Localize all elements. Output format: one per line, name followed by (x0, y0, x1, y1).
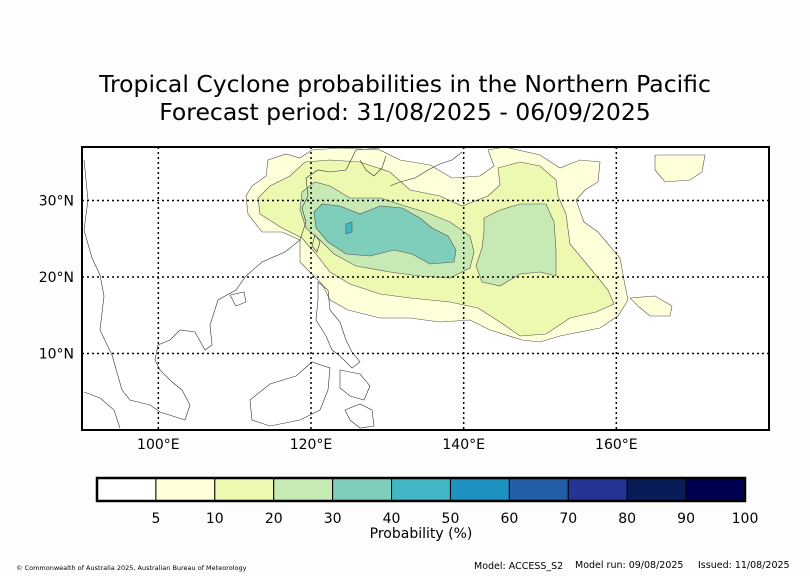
coastline-japan (389, 151, 463, 187)
colorbar-frame (95, 476, 747, 503)
coastline-hainan (229, 291, 247, 307)
coastline-sumatra (83, 391, 121, 429)
colorbar-bin (508, 477, 569, 502)
coastline-taiwan (311, 234, 321, 253)
model-run-text: Model run: 09/08/2025 (575, 560, 684, 571)
coastline-mindanao (339, 369, 371, 401)
colorbar-tick-label: 90 (677, 511, 695, 527)
coastline-sulawesi (344, 403, 375, 429)
coastlines (83, 147, 463, 429)
contour-5-10-east2 (629, 295, 673, 317)
colorbar-tick-label: 100 (732, 511, 759, 527)
colorbar-bin (449, 477, 510, 502)
copyright-text: © Commonwealth of Australia 2025, Austra… (16, 564, 247, 572)
colorbar-bin (214, 477, 275, 502)
colorbar-bin (332, 477, 393, 502)
title-line-2: Forecast period: 31/08/2025 - 06/09/2025 (159, 98, 651, 126)
coastline-asia-mainland (83, 147, 381, 421)
colorbar-tick-label: 20 (265, 511, 283, 527)
lat-tick-label: 10°N (39, 347, 74, 363)
colorbar-bin (685, 477, 746, 502)
colorbar-tick-labels: 5 10 20 30 40 50 60 70 80 90 100 (151, 511, 758, 527)
colorbar-label: Probability (%) (370, 526, 473, 542)
contour-5-10-east (654, 154, 706, 183)
contour-30-40 (313, 203, 457, 265)
colorbar-bin (155, 477, 216, 502)
lon-tick-label: 140°E (442, 437, 485, 453)
coastline-korea (359, 155, 387, 177)
colorbar-tick-label: 50 (442, 511, 460, 527)
colorbar-bin (626, 477, 687, 502)
lat-tick-label: 20°N (39, 270, 74, 286)
coastline-philippines (315, 281, 361, 369)
lon-tick-label: 100°E (137, 437, 180, 453)
issued-text: Issued: 11/08/2025 (698, 560, 790, 571)
lon-tick-labels: 100°E 120°E 140°E 160°E (137, 437, 638, 453)
map-frame (81, 146, 770, 431)
coastline-borneo (249, 361, 331, 427)
map-gridlines (82, 147, 769, 430)
contour-30-40-spot (345, 221, 353, 235)
colorbar-bin (567, 477, 628, 502)
colorbar-tick-label: 70 (559, 511, 577, 527)
colorbar (95, 476, 747, 503)
colorbar-tick-label: 40 (383, 511, 401, 527)
colorbar-tick-label: 60 (500, 511, 518, 527)
colorbar-tick-label: 10 (206, 511, 224, 527)
lat-tick-label: 30°N (39, 194, 74, 210)
map-title: Tropical Cyclone probabilities in the No… (0, 70, 810, 126)
lon-tick-label: 120°E (290, 437, 333, 453)
lon-tick-label: 160°E (595, 437, 638, 453)
contour-20-30-east (475, 203, 557, 287)
colorbar-tick-label: 5 (151, 511, 160, 527)
colorbar-tick-label: 80 (618, 511, 636, 527)
colorbar-bin (96, 477, 157, 502)
lat-tick-labels: 10°N 20°N 30°N (39, 194, 74, 363)
colorbar-bin (391, 477, 451, 502)
model-text: Model: ACCESS_S2 (474, 561, 564, 572)
colorbar-tick-label: 30 (324, 511, 342, 527)
probability-contours (245, 147, 706, 343)
title-line-1: Tropical Cyclone probabilities in the No… (99, 70, 711, 98)
colorbar-bin (273, 477, 334, 502)
